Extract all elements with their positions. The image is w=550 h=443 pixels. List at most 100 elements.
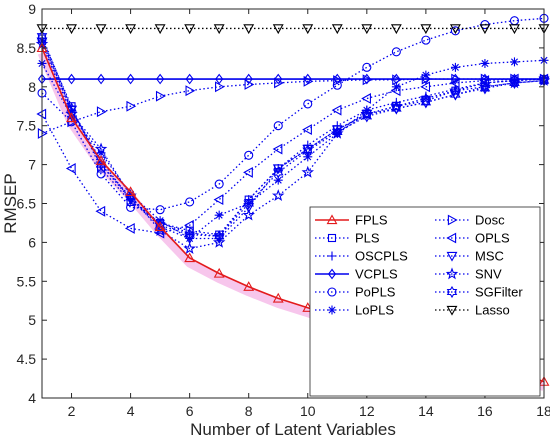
x-tick-label: 2 [68, 403, 76, 419]
data-point-fpls [184, 252, 196, 263]
data-point-fpls [272, 292, 284, 303]
y-tick-label: 5.5 [17, 273, 37, 289]
data-point-popls [421, 35, 431, 45]
x-tick-label: 10 [300, 403, 316, 419]
data-point-lasso [390, 24, 402, 35]
legend-marker-dosc [447, 214, 458, 226]
y-tick-label: 7 [28, 157, 36, 173]
legend-label-oscpls: OSCPLS [355, 249, 408, 264]
data-point-sgfilter [420, 96, 432, 109]
data-point-fpls [154, 221, 166, 231]
data-point-sgfilter [243, 197, 254, 210]
data-point-sgfilter [361, 110, 373, 123]
data-point-popls [391, 47, 401, 57]
legend-label-snv: SNV [475, 267, 502, 282]
data-point-sgfilter [509, 76, 520, 90]
data-point-sgfilter [95, 158, 107, 171]
data-point-vcpls [362, 73, 371, 85]
data-point-sgfilter [302, 144, 314, 157]
data-point-popls [244, 150, 254, 160]
x-tick-label: 12 [359, 403, 375, 419]
data-point-dosc [333, 75, 343, 87]
data-point-popls [273, 121, 283, 131]
data-point-lasso [95, 24, 107, 35]
legend-marker-msc [446, 251, 458, 262]
legend-label-lopls: LoPLS [355, 303, 394, 318]
x-tick-label: 16 [477, 403, 493, 419]
legend-entry-lasso: Lasso [435, 303, 510, 318]
data-point-lasso [66, 24, 77, 35]
data-point-opls [449, 77, 460, 89]
data-point-dosc [126, 100, 137, 112]
data-point-lasso [125, 24, 137, 35]
legend-label-sgfilter: SGFilter [475, 285, 523, 300]
data-point-dosc [362, 74, 373, 86]
legend-marker-sgfilter [446, 285, 458, 299]
data-point-lasso [361, 24, 373, 35]
x-tick-label: 18 [536, 403, 550, 419]
data-point-dosc [480, 73, 491, 85]
data-point-lasso [331, 24, 343, 35]
legend-marker-snv [445, 267, 459, 280]
data-point-opls [331, 104, 342, 116]
data-point-dosc [303, 75, 314, 87]
data-point-opls [361, 93, 371, 104]
data-point-lopls [214, 210, 224, 220]
data-point-lopls [96, 148, 106, 158]
data-point-lasso [449, 24, 461, 35]
data-point-lopls [421, 70, 431, 80]
data-point-dosc [155, 90, 166, 102]
data-point-dosc [185, 85, 196, 97]
data-point-dosc [421, 73, 432, 85]
data-point-lopls [480, 58, 490, 68]
legend-entry-lopls: LoPLS [315, 303, 394, 318]
legend-label-pls: PLS [355, 231, 380, 246]
data-point-snv [94, 142, 108, 155]
data-point-popls [362, 62, 372, 72]
data-point-vcpls [96, 73, 106, 85]
data-point-snv [212, 235, 226, 248]
data-point-lopls [391, 82, 401, 92]
legend-label-msc: MSC [475, 249, 504, 264]
legend-entry-msc: MSC [435, 249, 504, 264]
data-point-dosc [274, 77, 284, 89]
legend-marker-popls [327, 287, 337, 297]
legend-label-dosc: Dosc [475, 213, 505, 228]
x-tick-label: 6 [186, 403, 194, 419]
legend-entry-sgfilter: SGFilter [435, 285, 523, 300]
y-tick-label: 5 [28, 312, 36, 328]
data-point-lasso [184, 24, 196, 35]
legend-label-opls: OPLS [475, 231, 510, 246]
y-tick-label: 7.5 [17, 118, 37, 134]
data-point-fpls [95, 155, 107, 165]
data-point-popls [450, 26, 460, 36]
data-point-dosc [215, 81, 225, 93]
legend-marker-fpls [326, 214, 338, 225]
legend-entry-oscpls: OSCPLS [315, 249, 408, 264]
data-point-popls [303, 99, 313, 109]
data-point-opls [95, 205, 106, 217]
legend-label-vcpls: VCPLS [355, 267, 398, 282]
legend-label-lasso: Lasso [475, 303, 510, 318]
data-point-dosc [96, 106, 107, 118]
data-point-fpls [243, 281, 255, 291]
y-tick-label: 8 [28, 79, 36, 95]
legend-marker-oscpls [327, 251, 337, 261]
data-point-snv [419, 91, 433, 104]
data-point-lopls [126, 189, 136, 199]
legend-entry-vcpls: VCPLS [315, 267, 398, 282]
data-point-snv [449, 84, 462, 97]
y-tick-label: 6 [28, 234, 36, 250]
data-point-vcpls [67, 73, 76, 85]
data-point-popls [185, 197, 195, 207]
data-point-lasso [420, 24, 432, 35]
data-point-lopls [509, 57, 519, 67]
data-point-lopls [185, 234, 195, 244]
data-point-snv [271, 189, 285, 202]
data-point-sgfilter [391, 102, 402, 115]
data-point-dosc [244, 79, 255, 90]
data-point-sgfilter [479, 82, 491, 95]
data-point-sgfilter [213, 230, 225, 243]
x-tick-label: 8 [245, 403, 253, 419]
